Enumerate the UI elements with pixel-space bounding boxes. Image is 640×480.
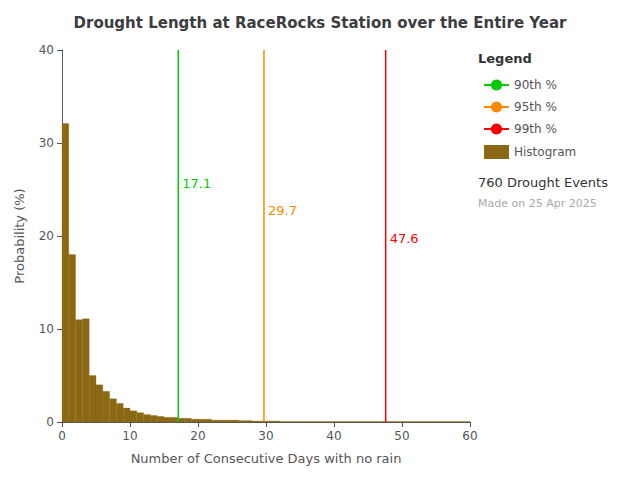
svg-text:0: 0: [58, 429, 66, 443]
svg-text:Histogram: Histogram: [514, 145, 576, 159]
svg-text:20: 20: [39, 229, 54, 243]
svg-text:30: 30: [258, 429, 273, 443]
svg-text:17.1: 17.1: [182, 176, 211, 191]
svg-text:99th %: 99th %: [514, 122, 557, 136]
svg-text:Legend: Legend: [478, 51, 532, 66]
svg-text:760 Drought Events: 760 Drought Events: [478, 175, 608, 190]
svg-text:Made on 25 Apr 2025: Made on 25 Apr 2025: [478, 197, 597, 210]
svg-text:Number of Consecutive Days wit: Number of Consecutive Days with no rain: [131, 451, 402, 466]
svg-text:29.7: 29.7: [268, 203, 297, 218]
svg-text:10: 10: [39, 322, 54, 336]
svg-text:Probability (%): Probability (%): [12, 188, 27, 283]
svg-text:60: 60: [462, 429, 477, 443]
svg-text:0: 0: [46, 415, 54, 429]
svg-text:20: 20: [190, 429, 205, 443]
svg-text:47.6: 47.6: [390, 231, 419, 246]
svg-text:Drought Length at RaceRocks St: Drought Length at RaceRocks Station over…: [74, 14, 568, 32]
svg-text:95th %: 95th %: [514, 100, 557, 114]
svg-text:10: 10: [122, 429, 137, 443]
svg-text:40: 40: [39, 43, 54, 57]
svg-text:90th %: 90th %: [514, 78, 557, 92]
svg-text:30: 30: [39, 136, 54, 150]
svg-text:40: 40: [326, 429, 341, 443]
svg-text:50: 50: [394, 429, 409, 443]
